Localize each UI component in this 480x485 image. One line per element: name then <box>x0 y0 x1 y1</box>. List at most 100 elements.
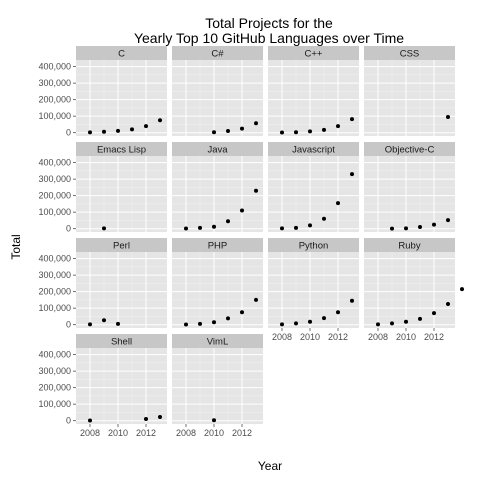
y-tick-label: 400,000 <box>38 350 71 360</box>
panel-background-c <box>76 60 167 136</box>
data-point-ruby <box>418 316 422 321</box>
data-point-python <box>308 319 312 324</box>
y-tick-label: 200,000 <box>38 287 71 297</box>
y-tick-label: 200,000 <box>38 191 71 201</box>
data-point-shell <box>144 417 148 422</box>
panel-background-viml <box>172 348 263 424</box>
facet-label-ruby: Ruby <box>398 241 420 252</box>
data-point-c <box>116 128 120 133</box>
x-tick-label: 2012 <box>232 428 252 438</box>
data-point-c <box>280 130 284 135</box>
data-point-java <box>226 219 230 224</box>
panel-background-perl <box>76 252 167 328</box>
data-point-javascript <box>294 225 298 230</box>
data-point-perl <box>88 322 92 327</box>
data-point-c <box>294 130 298 135</box>
data-point-c <box>158 118 162 123</box>
data-point-objective-c <box>418 225 422 230</box>
data-point-python <box>336 310 340 315</box>
y-tick-label: 0 <box>66 224 71 234</box>
panel-background-emacs-lisp <box>76 156 167 232</box>
y-tick-label: 100,000 <box>38 303 71 313</box>
data-point-javascript <box>308 223 312 228</box>
data-point-php <box>226 316 230 321</box>
facet-strip-ruby <box>364 238 455 252</box>
y-tick-label: 400,000 <box>38 62 71 72</box>
data-point-ruby <box>390 321 394 326</box>
data-point-c <box>254 121 258 126</box>
facet-label-c: C# <box>211 49 224 60</box>
data-point-perl <box>102 318 106 323</box>
data-point-javascript <box>336 201 340 206</box>
y-tick-label: 0 <box>66 320 71 330</box>
data-point-objective-c <box>446 218 450 223</box>
facet-strip-java <box>172 142 263 156</box>
facet-strip-objective-c <box>364 142 455 156</box>
y-tick-label: 100,000 <box>38 399 71 409</box>
facet-strip-c <box>172 46 263 60</box>
x-tick-label: 2010 <box>108 428 128 438</box>
x-tick-label: 2010 <box>396 332 416 342</box>
data-point-javascript <box>350 172 354 177</box>
data-point-perl <box>116 321 120 326</box>
panel-background-javascript <box>268 156 359 232</box>
facet-strip-python <box>268 238 359 252</box>
y-tick-label: 400,000 <box>38 158 71 168</box>
facet-label-python: Python <box>299 241 329 252</box>
data-point-javascript <box>322 216 326 221</box>
data-point-python <box>294 321 298 326</box>
data-point-java <box>184 226 188 231</box>
data-point-php <box>184 322 188 327</box>
data-point-java <box>212 224 216 229</box>
x-tick-label: 2008 <box>176 428 196 438</box>
panel-background-php <box>172 252 263 328</box>
facet-strip-viml <box>172 334 263 348</box>
y-tick-label: 0 <box>66 416 71 426</box>
panel-background-shell <box>76 348 167 424</box>
data-point-php <box>254 297 258 302</box>
data-point-javascript <box>280 226 284 231</box>
data-point-php <box>198 321 202 326</box>
x-tick-label: 2008 <box>272 332 292 342</box>
x-tick-label: 2010 <box>300 332 320 342</box>
facet-strip-css <box>364 46 455 60</box>
y-tick-label: 200,000 <box>38 383 71 393</box>
data-point-shell <box>158 415 162 420</box>
y-axis-title: Total <box>9 234 23 259</box>
panel-background-objective-c <box>364 156 455 232</box>
facet-strip-c <box>76 46 167 60</box>
facet-strip-shell <box>76 334 167 348</box>
data-point-c <box>144 124 148 129</box>
y-tick-label: 400,000 <box>38 254 71 264</box>
data-point-objective-c <box>390 226 394 231</box>
data-point-objective-c <box>432 222 436 227</box>
data-point-ruby <box>446 302 450 307</box>
y-tick-label: 300,000 <box>38 270 71 280</box>
facet-label-shell: Shell <box>111 337 132 348</box>
y-tick-label: 200,000 <box>38 95 71 105</box>
x-axis-title: Year <box>258 459 282 473</box>
data-point-objective-c <box>404 226 408 231</box>
facet-label-emacs-lisp: Emacs Lisp <box>97 145 146 156</box>
data-point-ruby <box>460 287 464 292</box>
panel-background-java <box>172 156 263 232</box>
y-tick-label: 300,000 <box>38 78 71 88</box>
facet-panels: C 0 100,000 200,000 300,000 400,000 C# C++ CSS Em… <box>38 46 464 438</box>
y-tick-label: 100,000 <box>38 207 71 217</box>
data-point-c <box>130 127 134 132</box>
data-point-php <box>212 320 216 325</box>
data-point-css <box>446 115 450 119</box>
data-point-python <box>280 322 284 327</box>
y-tick-label: 300,000 <box>38 174 71 184</box>
facet-strip-perl <box>76 238 167 252</box>
facet-label-c: C++ <box>305 49 323 60</box>
data-point-viml <box>212 418 216 423</box>
data-point-c <box>308 129 312 134</box>
y-tick-label: 300,000 <box>38 366 71 376</box>
data-point-java <box>254 188 258 193</box>
chart-title-line-2: Yearly Top 10 GitHub Languages over Time <box>134 30 404 46</box>
x-tick-label: 2012 <box>328 332 348 342</box>
y-tick-label: 100,000 <box>38 111 71 121</box>
facet-label-perl: Perl <box>113 241 130 252</box>
data-point-python <box>350 298 354 303</box>
